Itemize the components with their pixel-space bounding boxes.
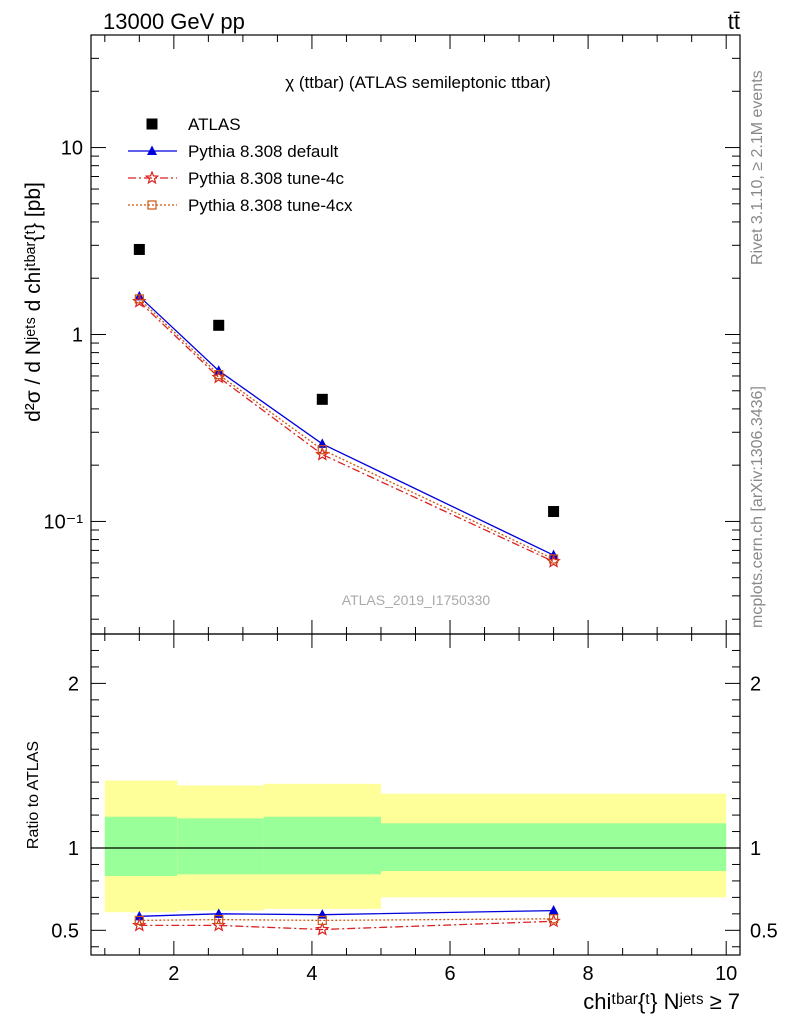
ratio-ytick-label: 1 xyxy=(68,838,79,860)
ratio-point-2 xyxy=(548,914,559,924)
ratio-point-2 xyxy=(317,915,327,926)
ratio-ytick-label-right: 1 xyxy=(750,838,761,860)
legend: ATLAS Pythia 8.308 default Pythia 8.308 tu… xyxy=(128,115,353,215)
ratio-xtick-label: 8 xyxy=(583,963,594,985)
main-title: χ (ttbar) (ATLAS semileptonic ttbar) xyxy=(285,73,551,92)
legend-marker-0 xyxy=(146,118,158,130)
ratio-point-1 xyxy=(315,921,330,936)
ratio-xlabel: chiᵗᵇᵃʳ{ᵗ} Nʲᵉᵗˢ ≥ 7 xyxy=(583,989,740,1014)
ratio-point-0 xyxy=(134,910,145,921)
ratio-xtick-label: 6 xyxy=(444,963,455,985)
ratio-frame xyxy=(90,633,741,956)
process-label: tt̄ xyxy=(728,9,740,34)
series-line-2 xyxy=(138,301,554,563)
series-line-3 xyxy=(138,298,554,560)
energy-label: 13000 GeV pp xyxy=(103,9,245,34)
ratio-ytick-label-right: 2 xyxy=(750,673,761,695)
ratio-ytick-label: 2 xyxy=(68,673,79,695)
series-line-1 xyxy=(138,295,554,556)
ratio-ylabel: Ratio to ATLAS xyxy=(25,741,42,849)
ratio-ytick-label: 0.5 xyxy=(51,920,79,942)
ratio-xtick-label: 2 xyxy=(168,963,179,985)
ratio-point-2 xyxy=(134,915,144,926)
main-ytick-label: 10 xyxy=(61,138,83,160)
data-point-0 xyxy=(548,506,560,518)
band-inner-3 xyxy=(380,823,727,872)
data-point-0 xyxy=(316,393,328,405)
data-point-3 xyxy=(214,370,224,380)
legend-label-1: Pythia 8.308 default xyxy=(188,142,339,161)
data-point-3 xyxy=(134,294,144,304)
band-inner-0 xyxy=(104,816,178,876)
legend-label-0: ATLAS xyxy=(188,115,241,134)
ratio-xtick-label: 10 xyxy=(715,963,737,985)
main-panel: 10⁻¹ 1 10 χ (ttbar) (ATLAS semileptonic tt… xyxy=(22,34,741,635)
legend-marker-3 xyxy=(147,200,157,210)
main-ylabel: d²σ / d Nʲᵉᵗˢ d chiᵗᵇᵃʳ{ᵗ} [pb] xyxy=(22,182,45,422)
band-inner-1 xyxy=(177,818,264,875)
main-ytick-label: 10⁻¹ xyxy=(44,511,84,533)
data-point-0 xyxy=(213,319,225,331)
mcplots-label: mcplots.cern.ch [arXiv:1306.3436] xyxy=(749,386,766,628)
legend-label-2: Pythia 8.308 tune-4c xyxy=(188,169,344,188)
legend-marker-2 xyxy=(144,170,160,185)
ratio-line-1 xyxy=(139,920,554,931)
data-point-0 xyxy=(133,243,145,255)
ratio-xtick-label: 4 xyxy=(306,963,317,985)
ratio-point-2 xyxy=(214,915,224,925)
data-point-3 xyxy=(317,445,327,455)
rivet-label: Rivet 3.1.10, ≥ 2.1M events xyxy=(749,70,766,265)
ratio-line-2 xyxy=(139,918,554,922)
data-point-3 xyxy=(548,554,559,564)
band-inner-2 xyxy=(263,816,381,875)
ratio-panel: 0.5 0.5 1 1 2 2 2 4 6 8 10 Ratio to ATLAS chiᵗᵇᵃʳ{… xyxy=(25,633,778,1014)
legend-marker-1 xyxy=(147,145,157,155)
watermark: ATLAS_2019_I1750330 xyxy=(342,592,491,608)
legend-label-3: Pythia 8.308 tune-4cx xyxy=(188,196,353,215)
ratio-point-0 xyxy=(548,905,559,915)
main-ytick-label: 1 xyxy=(72,325,83,347)
ratio-line-0 xyxy=(139,909,554,917)
ratio-ytick-label-right: 0.5 xyxy=(750,920,778,942)
